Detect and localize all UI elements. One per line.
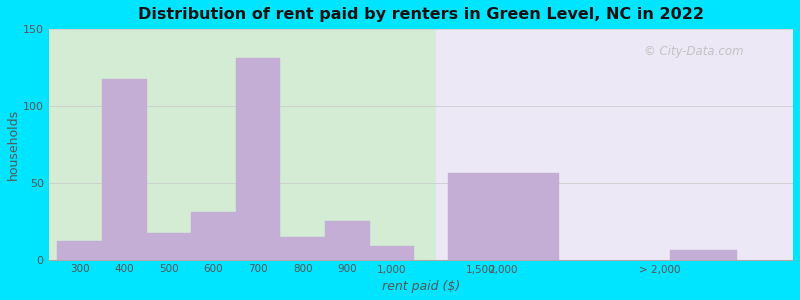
X-axis label: rent paid ($): rent paid ($) xyxy=(382,280,460,293)
Bar xyxy=(146,233,191,260)
Text: © City-Data.com: © City-Data.com xyxy=(644,45,744,58)
Bar xyxy=(58,241,102,260)
Y-axis label: households: households xyxy=(7,109,20,180)
Bar xyxy=(370,246,414,260)
Title: Distribution of rent paid by renters in Green Level, NC in 2022: Distribution of rent paid by renters in … xyxy=(138,7,704,22)
Bar xyxy=(437,29,793,260)
Bar xyxy=(325,221,370,260)
Bar xyxy=(236,58,280,259)
Bar xyxy=(670,250,738,260)
Bar xyxy=(280,236,325,260)
Bar xyxy=(191,212,236,260)
Bar xyxy=(447,173,559,260)
Bar xyxy=(102,80,146,260)
